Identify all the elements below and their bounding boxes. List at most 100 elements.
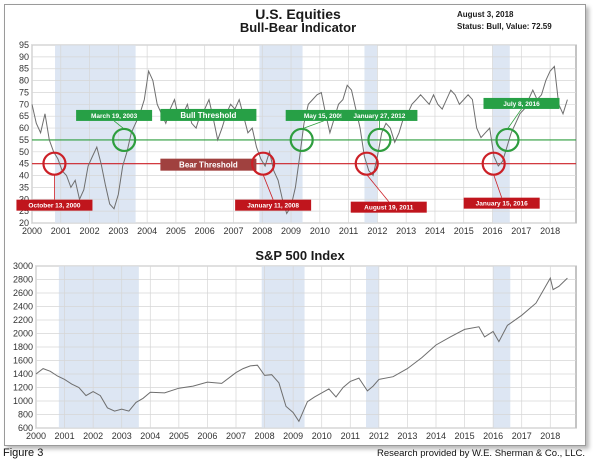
x-tick-label: 2006 [197,431,217,441]
x-tick-label: 2013 [396,226,416,236]
status-text: Status: Bull, Value: 72.59 [457,22,552,31]
x-tick-label: 2017 [512,431,532,441]
bear-signal-circle [481,151,506,176]
x-tick-label: 2007 [226,431,246,441]
y-tick-label: 1800 [13,342,33,352]
x-tick-label: 2013 [397,431,417,441]
annotation-label: January 11, 2008 [247,203,299,210]
y-tick-label: 30 [19,194,29,204]
x-tick-label: 2002 [80,226,100,236]
bull-signal-circle [495,127,520,153]
sp500-title: S&P 500 Index [255,248,345,263]
annotation-label: October 13, 2000 [28,203,80,210]
sp500-plot: 600 800 1000 1200 1400 1600 1800 2000 2200 2400 26… [13,261,577,441]
x-tick-label: 2014 [426,431,446,441]
y-tick-label: 20 [19,218,29,228]
annotation-label-box [350,201,427,213]
x-tick-label: 2000 [22,226,42,236]
annotation-label: July 8, 2016 [503,101,540,108]
y-tick-label: 85 [19,64,29,74]
indicator-subtitle: Bull-Bear Indicator [240,20,356,35]
annotation-label: January 27, 2012 [353,113,405,120]
x-tick-label: 2002 [83,431,103,441]
bear-threshold-label: Bear Threshold [179,161,238,170]
y-tick-label: 90 [19,52,29,62]
y-tick-label: 35 [19,182,29,192]
bear-signal-circle [251,151,276,176]
annotation-leader [507,108,522,130]
bull-threshold-label: Bull Threshold [180,111,236,120]
x-tick-label: 2008 [255,431,275,441]
y-tick-label: 2400 [13,302,33,312]
annotation-label-box [16,199,93,211]
x-tick-label: 2012 [367,226,387,236]
annotation-leader [493,174,503,198]
annotation-leader [113,120,125,130]
annotation-label-box [285,109,362,121]
bull-threshold-label-box [160,108,257,121]
y-tick-label: 45 [19,159,29,169]
y-tick-label: 1400 [13,369,33,379]
annotation-label-box [483,97,560,109]
x-tick-label: 2000 [26,431,46,441]
x-tick-label: 2004 [140,431,160,441]
y-tick-label: 80 [19,76,29,86]
x-tick-label: 2011 [341,431,360,441]
x-tick-label: 2005 [169,431,189,441]
x-tick-label: 2003 [108,226,128,236]
bear-signal-circle [354,151,379,176]
y-tick-label: 600 [18,423,33,433]
bull-signal-circle [289,127,314,153]
annotation-leader [366,174,390,202]
x-tick-label: 2006 [195,226,215,236]
status-date: August 3, 2018 [457,10,514,19]
y-tick-label: 65 [19,111,29,121]
annotation-label-box [76,109,153,121]
annotation-label-box [235,199,312,211]
y-tick-label: 75 [19,87,29,97]
annotation-leader [262,174,274,200]
x-tick-label: 2014 [425,226,445,236]
annotation-label: March 19, 2003 [91,113,138,120]
bull-signal-circle [112,127,137,153]
x-tick-label: 2008 [252,226,272,236]
bear-threshold-label-box [160,158,257,171]
shaded-period [492,45,510,223]
annotation-leader [301,120,324,130]
x-tick-label: 2001 [51,226,71,236]
x-tick-label: 2015 [455,431,475,441]
x-tick-label: 2011 [339,226,358,236]
y-tick-label: 70 [19,99,29,109]
sp500-series-line [35,276,568,423]
x-tick-label: 2007 [223,226,243,236]
annotation-label: January 15, 2016 [476,201,528,208]
x-tick-label: 2005 [166,226,186,236]
x-tick-label: 2009 [281,226,301,236]
annotation-label-box [463,197,540,209]
indicator-series-line [31,65,568,215]
annotation-label: August 19, 2011 [364,205,414,212]
x-tick-label: 2004 [137,226,157,236]
figure-label: Figure 3 [3,447,44,459]
x-tick-label: 2012 [369,431,389,441]
y-tick-label: 3000 [13,261,33,271]
y-tick-label: 55 [19,135,29,145]
shaded-period [55,45,136,223]
x-tick-label: 2017 [511,226,531,236]
annotation-label: May 15, 2009 [304,113,344,120]
y-tick-label: 60 [19,123,29,133]
x-tick-label: 2016 [483,226,503,236]
x-tick-label: 2015 [454,226,474,236]
x-tick-label: 2003 [112,431,132,441]
x-tick-label: 2018 [540,226,560,236]
y-tick-label: 800 [18,410,33,420]
y-tick-label: 1600 [13,356,33,366]
y-tick-label: 50 [19,147,29,157]
y-tick-label: 2600 [13,288,33,298]
x-tick-label: 2001 [55,431,75,441]
x-tick-label: 2010 [312,431,332,441]
y-tick-label: 2200 [13,315,33,325]
x-tick-label: 2018 [540,431,560,441]
